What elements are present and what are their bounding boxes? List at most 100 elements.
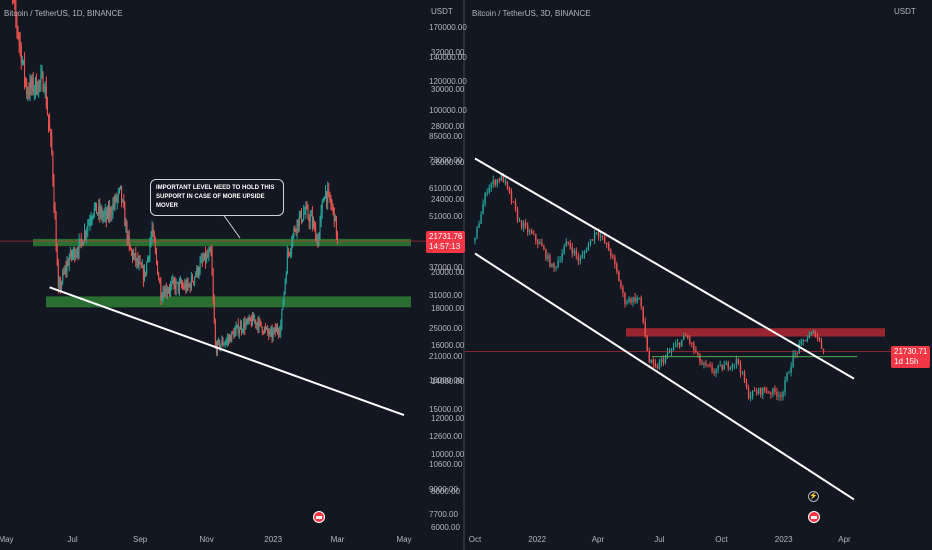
right-countdown: 1d 15h [894, 357, 919, 366]
left-candle-body [93, 207, 95, 214]
left-candle-body [78, 240, 80, 254]
left-candle-body [217, 341, 219, 352]
right-candle-body [776, 392, 778, 397]
right-candle-body [674, 344, 677, 347]
left-y-tick: 6000.00 [431, 523, 460, 533]
left-candle-body [85, 231, 87, 236]
right-candle-body [751, 390, 754, 396]
right-candle-body [810, 332, 813, 335]
left-candle-body [231, 331, 233, 342]
right-candle-body [808, 334, 811, 339]
right-candle-body [563, 246, 565, 254]
right-candle-body [622, 287, 624, 294]
left-candle-body [163, 292, 165, 297]
left-candle-body [129, 245, 131, 250]
right-x-tick: 2022 [528, 535, 547, 544]
right-y-tick: 18000.00 [429, 376, 463, 386]
annotation-callout[interactable]: IMPORTANT LEVEL NEED TO HOLD THIS SUPPOR… [150, 179, 284, 216]
right-candle-body [608, 243, 610, 251]
panel-divider[interactable] [463, 0, 465, 550]
right-candle-body [504, 181, 507, 183]
right-candle-body [766, 390, 768, 393]
right-candle-body [715, 369, 717, 373]
right-candle-body [656, 366, 659, 369]
left-candle-body [40, 75, 42, 82]
left-candle-body [131, 251, 133, 259]
left-candle-body [69, 250, 71, 259]
left-candle-body [101, 209, 103, 218]
right-candle-body [561, 253, 563, 260]
right-candle-body [786, 373, 788, 381]
left-candle-body [236, 324, 238, 328]
left-flag-icon[interactable] [313, 511, 325, 523]
left-zone-1 [46, 296, 411, 308]
left-candle-body [323, 197, 325, 201]
right-candle-body [510, 191, 513, 202]
left-y-tick: 28000.00 [431, 121, 465, 131]
left-candle-body [36, 78, 38, 94]
left-candle-body [166, 291, 168, 294]
chart-left-svg[interactable] [0, 0, 463, 550]
right-candle-body [531, 231, 533, 234]
left-candle-body [299, 211, 301, 217]
right-candle-body [707, 364, 709, 366]
right-chart-title: Bitcoin / TetherUS, 3D, BINANCE [472, 9, 591, 18]
left-candle-body [327, 189, 329, 203]
left-candle-body [335, 216, 337, 237]
left-candle-body [125, 223, 127, 227]
left-candle-body [297, 219, 299, 227]
left-candle-body [61, 282, 63, 288]
left-candle-body [303, 213, 305, 220]
right-candle-body [796, 352, 798, 354]
right-candle-body [543, 246, 545, 250]
right-candle-body [753, 390, 756, 392]
right-candle-body [498, 179, 501, 181]
left-candle-body [62, 272, 64, 283]
right-candle-body [518, 220, 521, 222]
right-candle-body [595, 232, 598, 234]
left-candle-body [107, 208, 109, 217]
left-candle-body [223, 344, 225, 346]
left-candle-body [48, 114, 50, 123]
left-candle-body [28, 92, 30, 94]
left-candle-body [282, 304, 284, 310]
right-candle-body [709, 365, 711, 367]
right-candle-body [691, 343, 693, 345]
right-flag-icon[interactable] [808, 511, 820, 523]
left-candle-body [73, 249, 75, 254]
left-candle-body [80, 238, 82, 241]
left-candle-body [265, 327, 267, 329]
left-candle-body [65, 268, 67, 271]
left-candle-body [128, 235, 130, 246]
right-channel-upper [474, 157, 855, 380]
right-candle-body [601, 236, 604, 238]
right-bolt-icon[interactable]: ⚡ [808, 491, 819, 502]
left-candle-body [287, 252, 289, 254]
right-candle-body [559, 259, 561, 261]
left-candle-body [333, 207, 335, 222]
right-candle-body [735, 359, 738, 365]
left-candle-body [122, 200, 124, 202]
right-candle-body [512, 201, 515, 203]
chart-right-svg[interactable] [465, 0, 932, 550]
left-candle-body [210, 249, 212, 252]
left-candle-body [49, 122, 51, 131]
left-candle-body [158, 274, 160, 280]
right-y-tick: 120000.00 [429, 77, 467, 87]
left-candle-body [153, 231, 155, 243]
left-candle-body [253, 315, 255, 321]
left-candle-body [317, 237, 319, 247]
left-candle-body [44, 86, 46, 91]
left-candle-body [90, 219, 92, 222]
left-candle-body [214, 322, 216, 347]
right-candle-body [747, 387, 750, 399]
right-candle-body [760, 388, 762, 395]
left-candle-body [99, 206, 101, 215]
left-candle-body [295, 230, 297, 232]
right-candle-body [587, 244, 590, 251]
left-x-tick: Nov [199, 535, 214, 544]
left-candle-body [82, 241, 84, 246]
left-candle-body [94, 202, 96, 208]
left-candle-body [142, 266, 144, 280]
